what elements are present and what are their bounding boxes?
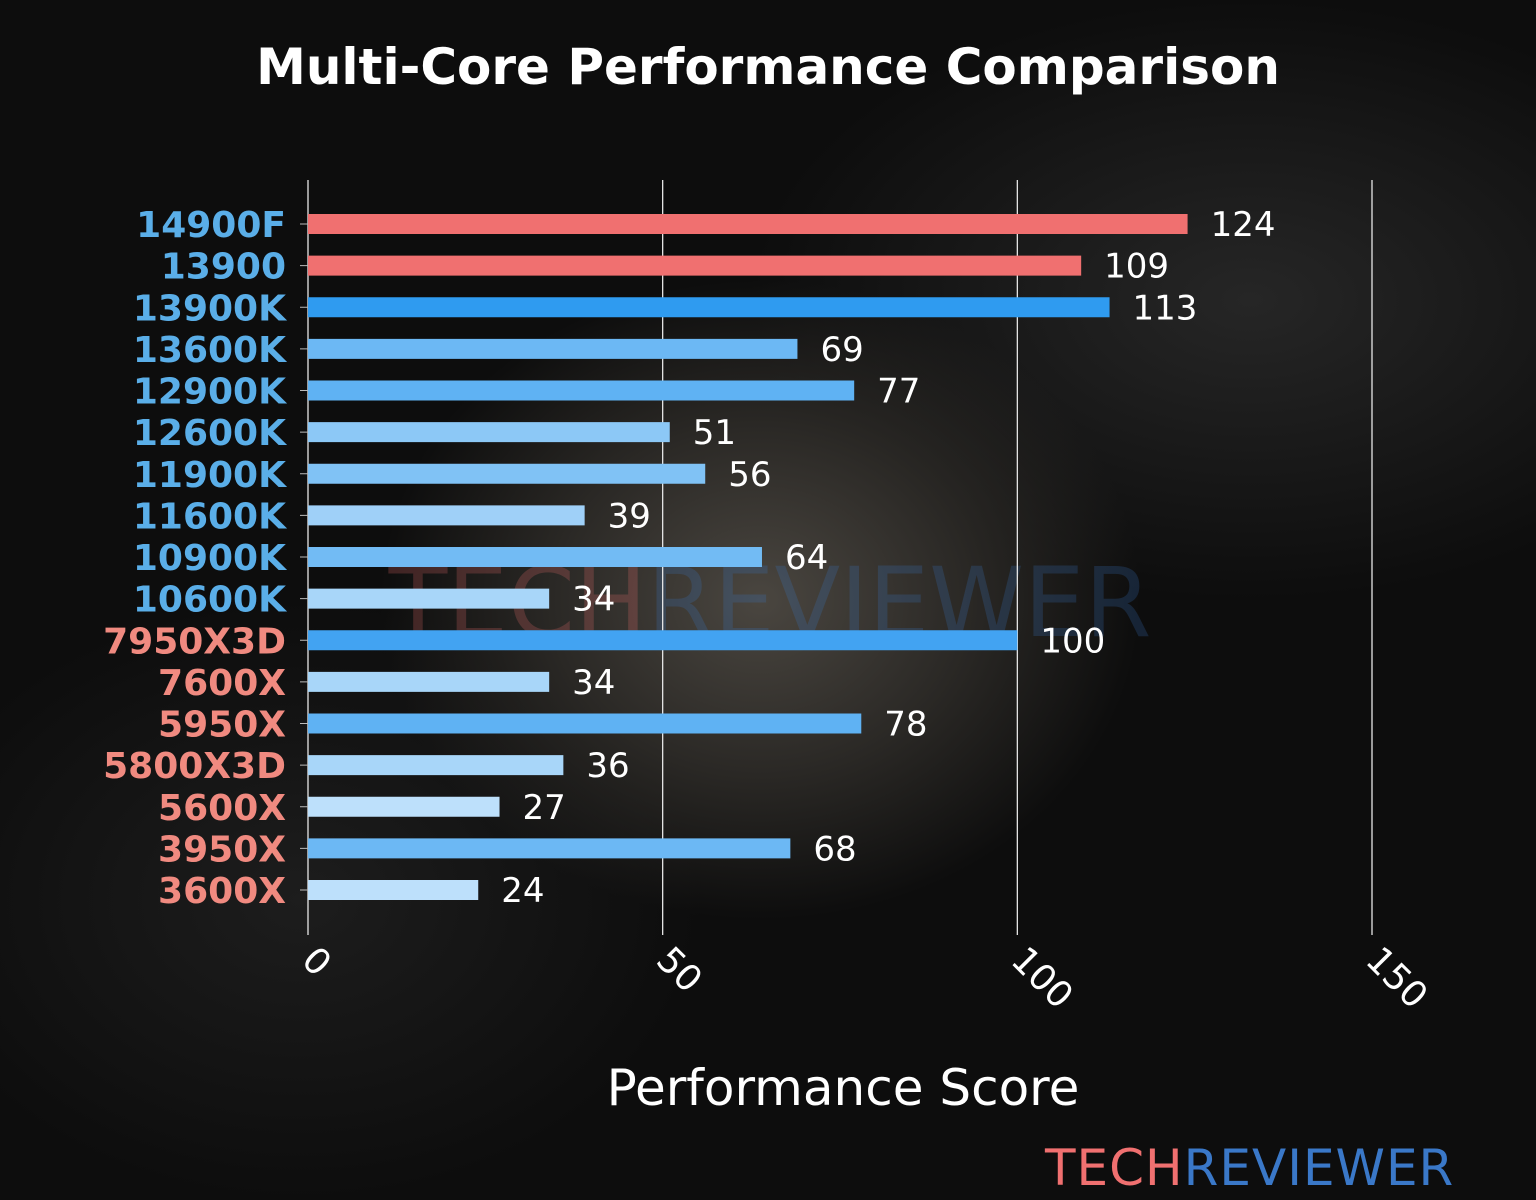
bar — [308, 796, 500, 817]
data-label: 69 — [820, 330, 863, 370]
logo-part-tech: TECH — [1044, 1139, 1184, 1197]
bar — [308, 713, 862, 734]
data-label: 34 — [572, 663, 615, 703]
bar — [308, 880, 479, 900]
bar — [308, 547, 762, 567]
data-label: 109 — [1104, 247, 1169, 287]
y-tick-label: 7950X3D — [103, 621, 286, 662]
data-label: 113 — [1133, 288, 1198, 328]
y-tick-label: 7600X — [158, 663, 286, 704]
y-tick-label: 11600K — [133, 496, 287, 537]
y-tick-label: 11900K — [133, 455, 287, 496]
logo-part-reviewer: REVIEWER — [1184, 1139, 1455, 1197]
y-tick-label: 12900K — [133, 372, 287, 413]
bar — [308, 297, 1110, 318]
bar — [308, 214, 1188, 234]
bar — [308, 505, 585, 526]
x-tick-label: 100 — [1003, 939, 1081, 1017]
x-tick-label: 150 — [1358, 939, 1436, 1017]
data-label: 124 — [1211, 205, 1276, 245]
data-label: 56 — [728, 455, 771, 495]
y-tick-label: 5950X — [158, 705, 286, 746]
y-tick-label: 10600K — [133, 580, 287, 621]
chart-title: Multi-Core Performance Comparison — [256, 38, 1280, 96]
data-label: 100 — [1040, 621, 1105, 661]
y-tick-label: 13900 — [161, 247, 286, 288]
bar — [308, 422, 670, 443]
bar — [308, 255, 1082, 276]
bar — [308, 380, 855, 401]
y-tick-label: 13600K — [133, 330, 287, 371]
y-tick-label: 3600X — [158, 871, 286, 912]
bar — [308, 838, 791, 859]
y-tick-label: 13900K — [133, 288, 287, 329]
bar — [308, 671, 550, 692]
y-tick-label: 10900K — [133, 538, 287, 579]
data-label: 36 — [586, 746, 629, 786]
data-label: 68 — [813, 829, 856, 869]
x-tick-label: 0 — [294, 939, 339, 984]
y-tick-label: 5600X — [158, 788, 286, 829]
bar — [308, 630, 1018, 651]
bar — [308, 588, 550, 609]
bar — [308, 463, 706, 484]
data-label: 51 — [693, 413, 736, 453]
y-tick-label: 12600K — [133, 413, 287, 454]
bar — [308, 338, 798, 359]
data-label: 34 — [572, 580, 615, 620]
y-tick-label: 3950X — [158, 829, 286, 870]
x-axis-label: Performance Score — [607, 1059, 1080, 1117]
y-tick-label: 14900F — [136, 205, 286, 246]
data-label: 64 — [785, 538, 828, 578]
bar — [308, 755, 564, 776]
data-label: 24 — [501, 871, 544, 911]
x-tick-label: 50 — [648, 939, 709, 1000]
logo: TECHREVIEWER — [1044, 1139, 1454, 1197]
data-label: 78 — [884, 705, 927, 745]
data-label: 39 — [608, 496, 651, 536]
data-label: 27 — [523, 788, 566, 828]
y-tick-label: 5800X3D — [103, 746, 286, 787]
data-label: 77 — [877, 372, 920, 412]
